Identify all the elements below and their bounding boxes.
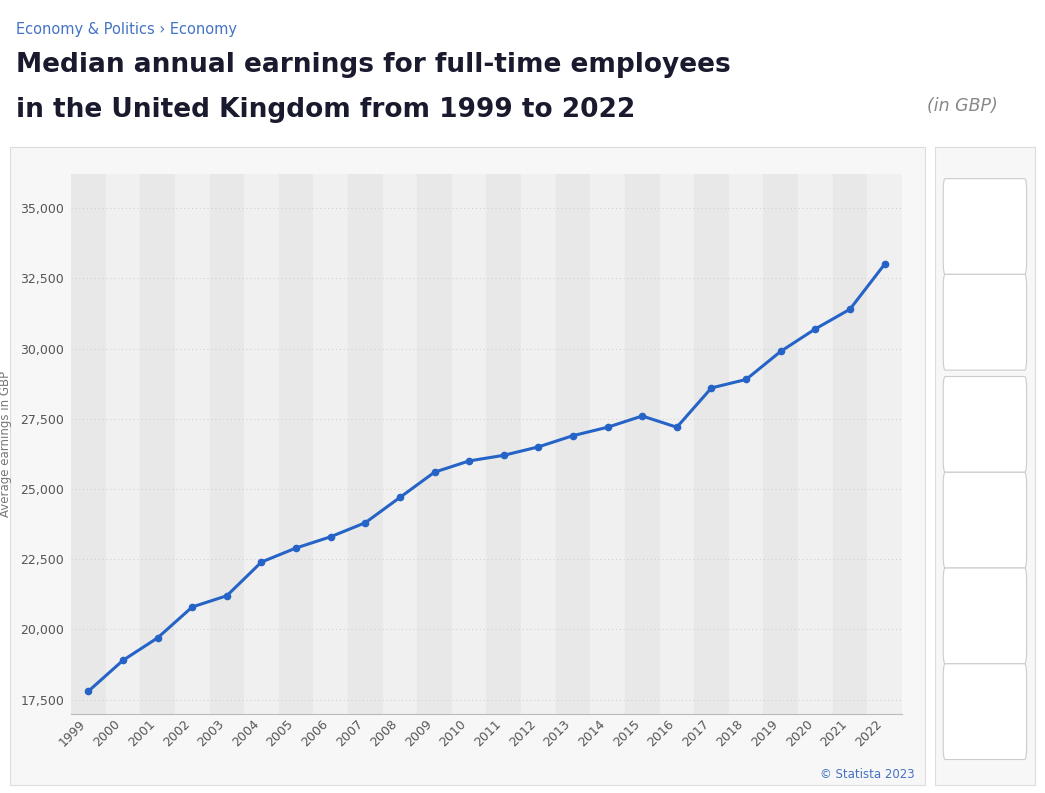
FancyBboxPatch shape [944, 473, 1026, 568]
Bar [71, 174, 106, 714]
Bar [486, 174, 521, 714]
Bar [556, 174, 590, 714]
Bar [314, 174, 348, 714]
Text: © Statista 2023: © Statista 2023 [819, 768, 914, 781]
Bar [625, 174, 659, 714]
Text: (in GBP): (in GBP) [927, 97, 998, 115]
Bar [521, 174, 556, 714]
FancyBboxPatch shape [944, 178, 1026, 274]
FancyBboxPatch shape [944, 664, 1026, 760]
Bar [279, 174, 314, 714]
Bar [867, 174, 902, 714]
Bar [175, 174, 210, 714]
Bar [798, 174, 833, 714]
Bar [209, 174, 245, 714]
Bar [590, 174, 625, 714]
Bar [659, 174, 694, 714]
Bar [140, 174, 175, 714]
Bar [417, 174, 451, 714]
FancyBboxPatch shape [944, 568, 1026, 664]
Bar [245, 174, 279, 714]
Bar [833, 174, 867, 714]
Text: Median annual earnings for full-time employees: Median annual earnings for full-time emp… [16, 52, 730, 78]
Bar [728, 174, 763, 714]
Bar [348, 174, 382, 714]
Bar [694, 174, 728, 714]
Bar [763, 174, 798, 714]
FancyBboxPatch shape [944, 377, 1026, 473]
Y-axis label: Average earnings in GBP: Average earnings in GBP [0, 371, 11, 517]
Text: in the United Kingdom from 1999 to 2022: in the United Kingdom from 1999 to 2022 [16, 97, 635, 123]
Bar [382, 174, 417, 714]
Bar [451, 174, 486, 714]
FancyBboxPatch shape [944, 274, 1026, 370]
Text: Economy & Politics › Economy: Economy & Politics › Economy [16, 22, 236, 37]
Bar [106, 174, 140, 714]
